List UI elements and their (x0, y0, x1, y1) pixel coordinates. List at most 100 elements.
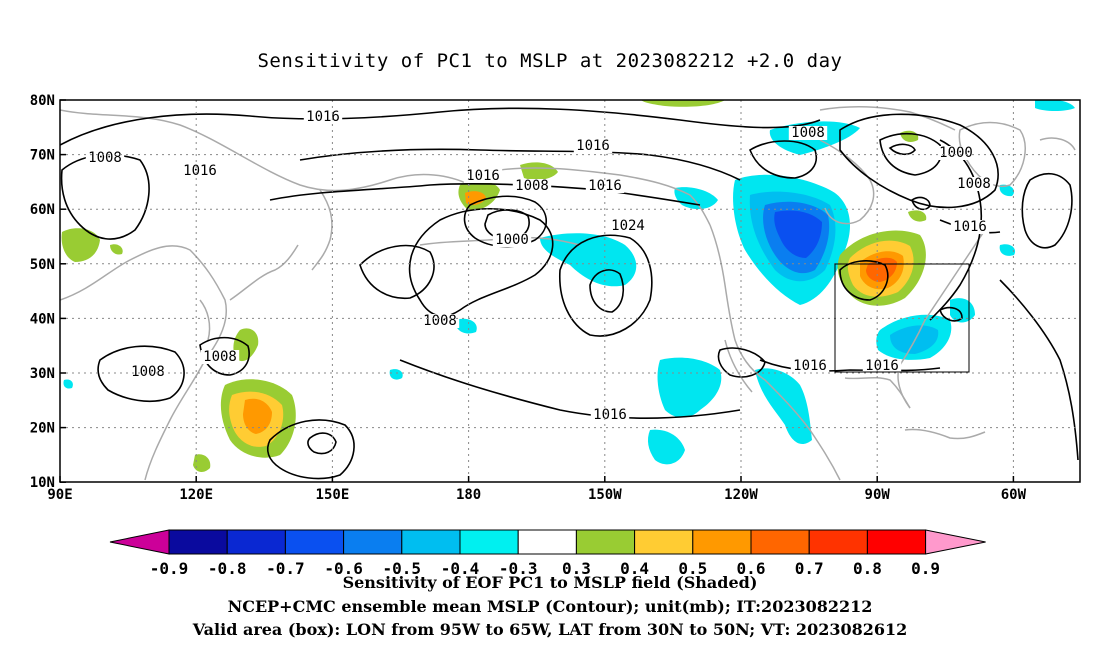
colorbar-segment (226, 529, 286, 555)
contour-label: 1008 (423, 313, 457, 329)
contour-label-bg (512, 179, 552, 193)
lon-tick-label: 180 (456, 487, 481, 503)
shade-lightblue-se-us (890, 325, 939, 354)
coast-alaska (499, 167, 711, 226)
colorbar-segment (459, 529, 519, 555)
contour-label: 1008 (88, 150, 122, 166)
colorbar-segment (343, 529, 403, 555)
lon-tick-label: 150E (316, 487, 350, 503)
colorbar-segment (866, 529, 927, 555)
coast-arctic-islands (819, 106, 956, 131)
contour-label: 1016 (576, 138, 610, 154)
graticule (60, 100, 1080, 482)
contour-1008-aleutian-a (408, 208, 554, 317)
contour-label-bg (128, 365, 168, 379)
colorbar-label: -0.5 (383, 559, 422, 578)
contour-label-bg (573, 139, 613, 153)
lat-tick-label: 80N (30, 93, 55, 109)
colorbar-segment (808, 529, 868, 555)
colorbar-segment (284, 529, 345, 555)
lon-tick-label: 150W (588, 487, 622, 503)
lat-tick-label: 50N (30, 257, 55, 273)
contour-label-bg (463, 169, 503, 183)
contour-far-east (1021, 172, 1073, 249)
colorbar-segment (575, 529, 636, 555)
contour-label-bg (862, 359, 902, 373)
coast-hudson (819, 139, 875, 225)
caption-line-3: Valid area (box): LON from 95W to 65W, L… (192, 620, 908, 639)
contour-1024-inner (589, 269, 625, 313)
coast-iceland (1039, 137, 1076, 151)
contour-label: 1008 (957, 176, 991, 192)
colorbar-segment (517, 529, 577, 555)
colorbar: -0.9 -0.8 -0.7 -0.6 -0.5 -0.4 -0.3 0.3 0.4 0.5 0.6… (109, 529, 986, 578)
contour-1016-low (399, 359, 741, 420)
colorbar-label: -0.8 (208, 559, 247, 578)
plot-area (60, 100, 1080, 482)
coast-korea (199, 299, 211, 341)
colorbar-label: -0.6 (324, 559, 363, 578)
coast-baja (724, 339, 753, 393)
lat-tick-label: 10N (30, 475, 55, 491)
contour-typhoon-2 (307, 432, 337, 455)
contour-small-1 (911, 196, 931, 211)
shade-orange-w-pacific (243, 398, 272, 434)
contour-1008-nw-america (749, 140, 817, 179)
colorbar-arrow-low (109, 529, 170, 555)
shade-cyan-pacific-mid (540, 233, 637, 287)
shade-green-taiwan (193, 454, 211, 472)
contour-1008-japan (199, 336, 250, 376)
caption-line-1: Sensitivity of EOF PC1 to MSLP field (Sh… (342, 573, 758, 592)
coast-kamchatka (311, 189, 333, 271)
contour-1008-north-atl (839, 113, 999, 209)
caption-line-2: NCEP+CMC ensemble mean MSLP (Contour); u… (227, 597, 873, 616)
colorbar-segment (401, 529, 461, 555)
colorbar-label: 0.9 (911, 559, 940, 578)
contour-label: 1008 (203, 349, 237, 365)
contour-label: 1016 (793, 358, 827, 374)
shade-green-arctic-pacific (641, 100, 725, 107)
colorbar-label: 0.8 (853, 559, 882, 578)
mslp-contours (60, 107, 1079, 480)
coast-japan (229, 244, 299, 301)
contour-label-bg (180, 164, 220, 178)
contour-label-bg (788, 126, 828, 140)
contour-1016-north-pacific (299, 148, 741, 181)
contour-label-bg (790, 359, 830, 373)
lat-tick-label: 40N (30, 311, 55, 327)
colorbar-label: -0.4 (441, 559, 480, 578)
contour-label: 1008 (791, 125, 825, 141)
contour-1008-mexico (717, 347, 766, 378)
contour-1016-se (759, 359, 941, 372)
lon-tick-label: 60W (1001, 487, 1027, 503)
sensitivity-shading (61, 100, 1075, 472)
axes: 90E 120E 150E 180 150W 120W 90W 60W 80N 70N 60N 50N… (30, 93, 1027, 503)
contour-label: 1016 (593, 407, 627, 423)
shade-green-china-small (110, 244, 123, 255)
shade-cyan-small-2 (455, 318, 477, 334)
coastlines (60, 106, 1076, 481)
contour-label: 1008 (515, 178, 549, 194)
contour-1000-north-atl (879, 132, 942, 176)
colorbar-label: 0.6 (737, 559, 766, 578)
contour-label: 1000 (495, 232, 529, 248)
colorbar-label: 0.4 (620, 559, 649, 578)
contour-label-bg (492, 233, 532, 247)
contour-east-1016 (929, 139, 983, 321)
map-title: Sensitivity of PC1 to MSLP at 2023082212… (257, 50, 843, 72)
colorbar-label: 0.5 (678, 559, 707, 578)
colorbar-segment (750, 529, 810, 555)
coast-east-asia (60, 245, 227, 481)
shade-green-china (61, 228, 100, 262)
contour-label-bg (936, 146, 976, 160)
contour-label: 1000 (939, 145, 973, 161)
shade-green-labrador (908, 210, 927, 222)
valid-area-box (834, 263, 970, 373)
shade-cyan-small-5 (999, 184, 1015, 197)
contour-label: 1008 (131, 364, 165, 380)
colorbar-label: 0.7 (795, 559, 824, 578)
lon-tick-label: 120E (179, 487, 213, 503)
contour-1016-mid (269, 183, 701, 206)
contour-east-low (839, 260, 889, 301)
